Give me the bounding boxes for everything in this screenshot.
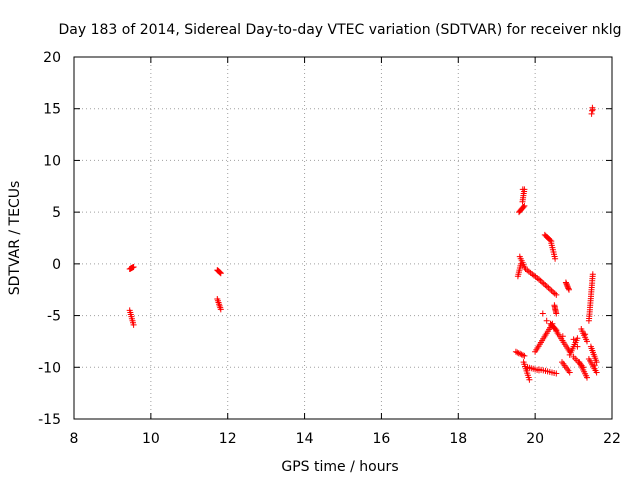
data-point xyxy=(217,270,224,277)
x-tick-label: 8 xyxy=(70,431,79,447)
data-point xyxy=(520,352,526,359)
x-tick-label: 10 xyxy=(142,431,160,447)
y-tick-label: 10 xyxy=(43,153,61,169)
y-tick-label: 20 xyxy=(43,50,61,66)
data-point xyxy=(518,351,525,358)
data-point xyxy=(517,350,524,357)
data-point xyxy=(574,335,581,342)
data-point xyxy=(543,317,550,324)
data-point xyxy=(593,359,600,366)
data-point xyxy=(553,370,560,377)
data-point xyxy=(130,321,137,328)
data-point xyxy=(565,285,572,292)
data-point xyxy=(547,237,554,244)
x-tick-label: 16 xyxy=(373,431,391,447)
data-point xyxy=(559,333,566,340)
plot-frame xyxy=(73,56,613,420)
data-point xyxy=(130,264,137,270)
data-point xyxy=(553,310,560,317)
data-point xyxy=(512,348,519,355)
y-tick-label: -10 xyxy=(38,360,61,376)
x-tick-label: 20 xyxy=(526,431,544,447)
tick-layer: 8 10 12 14 16 18 20 22 20 15 10 5 0 -5 -10 -15 xyxy=(38,50,621,447)
data-point xyxy=(526,376,533,383)
data-point xyxy=(589,106,596,113)
y-axis-label: SDTVAR / TECUs xyxy=(7,181,23,296)
data-point xyxy=(574,343,581,350)
x-tick-label: 22 xyxy=(603,431,621,447)
data-point xyxy=(589,271,596,278)
x-tick-label: 14 xyxy=(296,431,314,447)
data-point xyxy=(539,310,546,317)
x-tick-label: 18 xyxy=(449,431,467,447)
data-point xyxy=(520,204,527,210)
data-point xyxy=(566,286,572,293)
y-tick-label: 0 xyxy=(52,257,61,273)
data-point xyxy=(584,374,590,381)
data-point xyxy=(217,269,224,276)
data-point xyxy=(570,336,577,343)
data-point xyxy=(217,306,224,313)
data-point xyxy=(552,255,559,262)
data-point xyxy=(593,369,600,376)
y-tick-label: 15 xyxy=(43,102,61,118)
data-point xyxy=(584,338,590,345)
data-point xyxy=(553,291,560,298)
data-points xyxy=(126,104,600,383)
data-point xyxy=(591,362,598,369)
chart-title: Day 183 of 2014, Sidereal Day-to-day VTE… xyxy=(59,22,622,38)
x-axis-label: GPS time / hours xyxy=(281,459,398,475)
data-point xyxy=(514,349,521,356)
data-point xyxy=(519,186,526,193)
x-tick-label: 12 xyxy=(219,431,237,447)
data-point xyxy=(582,331,589,338)
data-point xyxy=(566,369,573,376)
grid-layer xyxy=(74,57,612,419)
y-tick-label: 5 xyxy=(52,205,61,221)
data-point xyxy=(521,352,528,359)
data-point xyxy=(521,202,528,209)
y-tick-label: -15 xyxy=(38,412,61,428)
y-tick-label: -5 xyxy=(47,309,61,325)
